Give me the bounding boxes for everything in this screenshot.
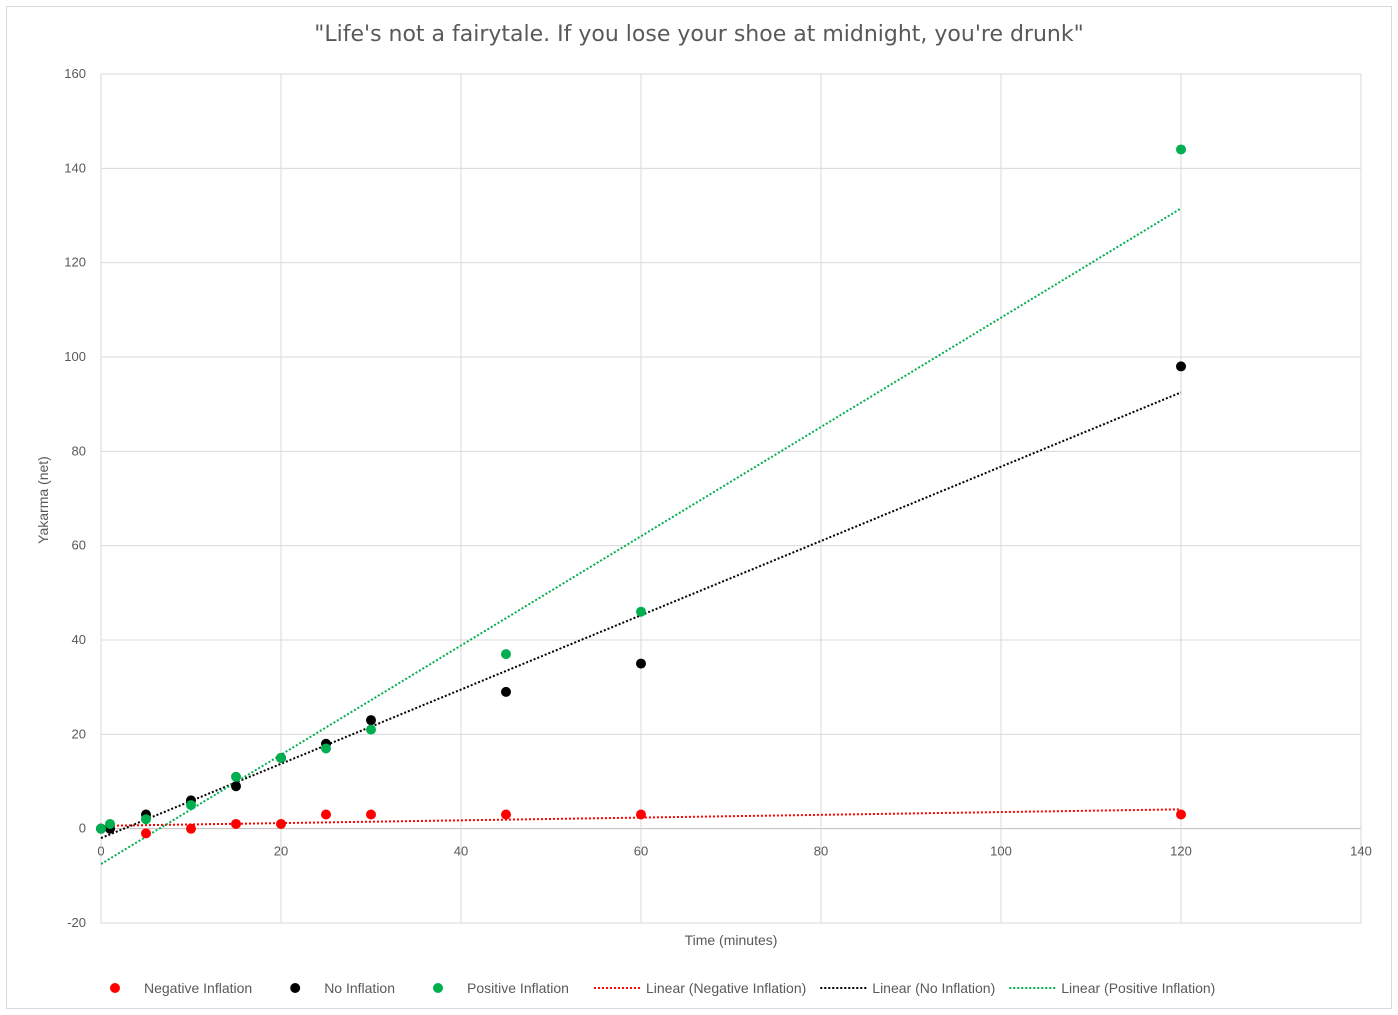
x-axis-label: Time (minutes) <box>685 932 778 948</box>
chart-title: "Life's not a fairytale. If you lose you… <box>314 22 1084 47</box>
data-point <box>1176 809 1186 820</box>
data-point <box>636 606 646 617</box>
data-point <box>96 823 106 834</box>
x-tick-label: 140 <box>1350 844 1372 859</box>
plot-area <box>100 73 1362 924</box>
legend-entry: No Inflation <box>324 980 395 996</box>
y-tick-label: 0 <box>79 821 86 836</box>
data-point <box>636 809 646 820</box>
legend-entry: Linear (Positive Inflation) <box>1061 980 1215 996</box>
y-tick-label: 20 <box>72 726 86 741</box>
x-tick-label: 0 <box>97 844 104 859</box>
y-tick-label: 160 <box>64 66 86 81</box>
data-point <box>105 818 115 829</box>
y-tick-label: -20 <box>67 915 86 930</box>
y-tick-label: 60 <box>72 538 86 553</box>
data-point <box>231 818 241 829</box>
data-point <box>501 649 511 660</box>
data-point <box>501 809 511 820</box>
data-point <box>1176 361 1186 372</box>
x-tick-label: 40 <box>454 844 468 859</box>
x-tick-label: 100 <box>990 844 1012 859</box>
x-tick-label: 60 <box>634 844 648 859</box>
data-point <box>141 814 151 825</box>
data-point <box>366 715 376 726</box>
x-tick-label: 80 <box>814 844 828 859</box>
y-tick-label: 120 <box>64 255 86 270</box>
y-tick-label: 40 <box>72 632 86 647</box>
y-axis-label: Yakarma (net) <box>35 456 51 544</box>
y-tick-label: 80 <box>72 443 86 458</box>
x-tick-label: 120 <box>1170 844 1192 859</box>
y-tick-label: 140 <box>64 160 86 175</box>
data-point <box>366 809 376 820</box>
legend-entry: Positive Inflation <box>467 980 569 996</box>
data-point <box>231 771 241 782</box>
data-point <box>186 823 196 834</box>
legend-marker <box>433 983 444 993</box>
legend-entry: Negative Inflation <box>144 980 252 996</box>
data-point <box>141 828 151 839</box>
chart-frame <box>6 6 1392 1009</box>
data-point <box>231 781 241 792</box>
trendline <box>100 207 1182 865</box>
y-tick-label: 100 <box>64 349 86 364</box>
data-point <box>186 800 196 811</box>
legend-marker <box>110 983 120 993</box>
data-point <box>366 724 376 735</box>
data-point <box>321 743 331 754</box>
data-point <box>321 809 331 820</box>
x-tick-label: 20 <box>274 844 288 859</box>
legend-entry: Linear (No Inflation) <box>872 980 995 996</box>
data-point <box>501 686 511 697</box>
data-point <box>276 752 286 763</box>
data-point <box>636 658 646 669</box>
legend-entry: Linear (Negative Inflation) <box>646 980 806 996</box>
data-point <box>1176 144 1186 155</box>
data-point <box>276 818 286 829</box>
legend-marker <box>290 983 301 993</box>
